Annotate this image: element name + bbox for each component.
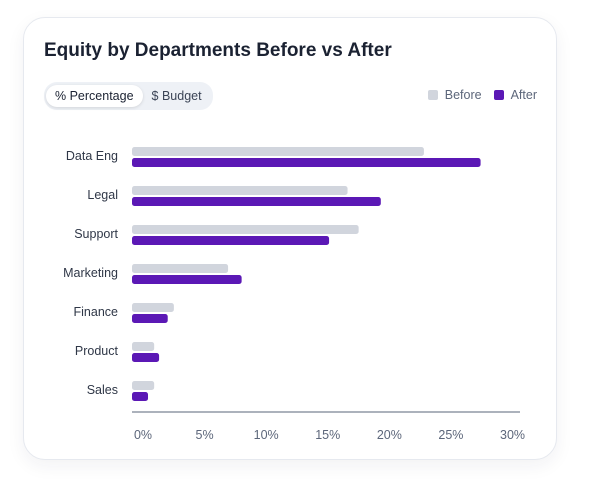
- legend-swatch-before: [427, 90, 438, 100]
- x-tick-label: 15%: [315, 428, 340, 442]
- legend-label-before: Before: [444, 88, 482, 102]
- bar-before-finance[interactable]: [132, 303, 174, 312]
- x-tick-label: 10%: [254, 428, 279, 442]
- legend-swatch-after: [493, 90, 504, 100]
- percentage-toggle-button[interactable]: % Percentage: [46, 85, 143, 107]
- bar-before-product[interactable]: [132, 342, 155, 351]
- bar-after-support[interactable]: [132, 236, 330, 245]
- x-tick-label: 5%: [196, 428, 214, 442]
- x-tick-label: 0%: [134, 428, 152, 442]
- chart-legend: Before After: [427, 88, 537, 102]
- bar-before-data-eng[interactable]: [132, 147, 424, 156]
- bar-after-data-eng[interactable]: [132, 158, 481, 167]
- bar-before-support[interactable]: [132, 225, 359, 234]
- chart-card: Equity by Departments Before vs After % …: [23, 17, 557, 460]
- bar-after-product[interactable]: [132, 353, 160, 362]
- category-label: Support: [74, 227, 118, 241]
- category-label: Product: [75, 344, 119, 358]
- budget-toggle-button[interactable]: $ Budget: [143, 85, 211, 107]
- category-label: Finance: [74, 305, 119, 319]
- legend-item-before: Before: [427, 88, 482, 102]
- bar-after-finance[interactable]: [132, 314, 168, 323]
- x-tick-label: 25%: [438, 428, 463, 442]
- category-label: Legal: [87, 188, 118, 202]
- category-label: Marketing: [63, 266, 118, 280]
- bar-after-marketing[interactable]: [132, 275, 242, 284]
- bar-before-marketing[interactable]: [132, 264, 229, 273]
- legend-label-after: After: [510, 88, 537, 102]
- bar-after-legal[interactable]: [132, 197, 381, 206]
- bar-before-legal[interactable]: [132, 186, 348, 195]
- x-tick-label: 30%: [500, 428, 525, 442]
- bar-after-sales[interactable]: [132, 392, 149, 401]
- legend-item-after: After: [493, 88, 537, 102]
- x-tick-label: 20%: [377, 428, 402, 442]
- category-label: Data Eng: [66, 149, 118, 163]
- view-toggle: % Percentage $ Budget: [44, 82, 213, 110]
- bar-before-sales[interactable]: [132, 381, 155, 390]
- chart-title: Equity by Departments Before vs After: [44, 40, 392, 61]
- bar-chart: Data Eng Legal Support Marketing Finance Prod…: [63, 147, 525, 442]
- category-label: Sales: [87, 383, 118, 397]
